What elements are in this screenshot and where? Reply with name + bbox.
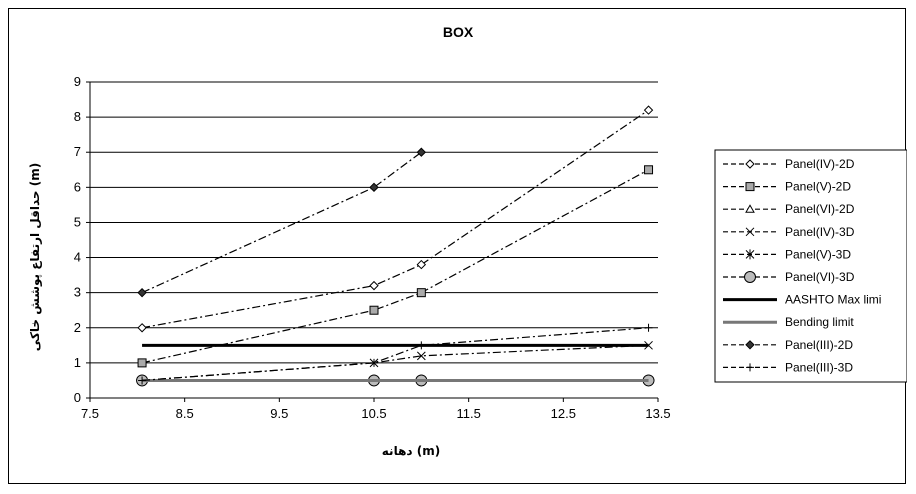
data-point-panel-iv-2d — [369, 280, 379, 291]
x-marker — [745, 227, 755, 237]
y-axis-label: حداقل ارتفاع پوشش خاکی (m) — [28, 163, 43, 351]
data-point-panel-v-2d — [369, 305, 379, 315]
diamond-marker — [416, 259, 427, 270]
square-marker — [416, 288, 426, 298]
legend-label: AASHTO Max limi — [785, 293, 881, 307]
legend-marker — [745, 227, 755, 237]
plus-marker — [417, 341, 426, 350]
x-axis-label: دهانه (m) — [382, 444, 440, 458]
x-tick-label: 13.5 — [645, 406, 670, 421]
diamond-marker — [416, 147, 427, 157]
diamond-marker — [643, 105, 654, 115]
data-point-panel-v-2d — [644, 165, 654, 175]
x-tick-label: 7.5 — [81, 406, 99, 421]
legend-marker — [745, 249, 755, 260]
y-tick-label: 8 — [74, 109, 81, 124]
series-line-panel-iii-2d — [141, 151, 422, 294]
data-point-panel-iii-2d — [137, 287, 147, 298]
series-line-panel-v-2d — [141, 169, 649, 364]
legend: Panel(IV)-2D Panel(V)-2D Panel(VI)-2D Panel… — [714, 149, 907, 383]
y-tick-label: 5 — [74, 214, 81, 229]
data-point-panel-iv-2d — [643, 105, 654, 115]
data-point-panel-iv-2d — [137, 323, 147, 333]
plus-marker — [138, 376, 147, 385]
y-tick-label: 2 — [74, 320, 81, 335]
legend-marker — [744, 271, 756, 283]
plot-area: 0 1 2 3 4 5 6 7 8 9 7.5 8.5 9.5 10.5 11.5 12.5 13.5 — [74, 74, 671, 421]
legend-marker — [745, 340, 755, 350]
square-marker — [644, 165, 654, 175]
diamond-marker — [137, 287, 147, 298]
x-tick-label: 11.5 — [456, 406, 480, 421]
legend-label: Panel(III)-3D — [785, 360, 853, 374]
y-tick-label: 9 — [74, 74, 81, 89]
data-point-panel-iii-3d — [138, 376, 147, 385]
legend-label: Panel(VI)-2D — [785, 202, 855, 216]
legend-label: Panel(IV)-2D — [785, 157, 855, 171]
asterisk-marker — [745, 249, 755, 260]
data-point-panel-iv-3d — [416, 351, 426, 361]
diamond-marker — [745, 159, 755, 169]
legend-marker — [745, 159, 755, 169]
plus-marker — [746, 363, 754, 372]
plus-marker — [644, 323, 653, 332]
data-point-panel-v-2d — [137, 358, 147, 368]
legend-label: Panel(V)-3D — [785, 247, 851, 261]
series-line-panel-iv-2d — [141, 109, 649, 329]
diamond-marker — [369, 182, 379, 193]
chart-title: BOX — [443, 24, 474, 40]
x-tick-label: 9.5 — [270, 406, 288, 421]
diamond-marker — [369, 280, 379, 291]
data-point-panel-iii-3d — [417, 341, 426, 350]
legend-marker — [746, 363, 754, 372]
data-point-panel-iv-2d — [416, 259, 427, 270]
data-point-panel-iii-3d — [644, 323, 653, 332]
legend-label: Panel(IV)-3D — [785, 225, 855, 239]
x-tick-label: 10.5 — [361, 406, 386, 421]
triangle-marker — [745, 204, 755, 213]
data-point-panel-iii-3d — [370, 358, 378, 367]
circle-marker — [744, 271, 756, 283]
x-tick-label: 8.5 — [176, 406, 194, 421]
legend-label: Panel(V)-2D — [785, 180, 851, 194]
diamond-marker — [137, 323, 147, 333]
chart-frame: BOX 0 1 2 3 4 5 6 7 8 9 7.5 8.5 9.5 10.5 11.5 12.5 13.5 … — [8, 8, 907, 484]
y-tick-label: 6 — [74, 179, 81, 194]
data-point-panel-iii-2d — [369, 182, 379, 193]
legend-marker — [745, 182, 755, 192]
series-line-panel-iii-3d — [142, 327, 649, 382]
y-tick-label: 3 — [74, 285, 81, 300]
square-marker — [137, 358, 147, 368]
x-tick-label: 12.5 — [551, 406, 576, 421]
legend-label: Panel(III)-2D — [785, 338, 853, 352]
y-tick-label: 4 — [74, 250, 81, 265]
y-tick-label: 7 — [74, 144, 81, 159]
legend-marker — [745, 204, 755, 213]
data-point-panel-v-2d — [416, 288, 426, 298]
plot-background — [90, 82, 658, 398]
square-marker — [745, 182, 755, 192]
y-tick-label: 0 — [74, 390, 81, 405]
plus-marker — [370, 358, 378, 367]
x-marker — [416, 351, 426, 361]
legend-label: Bending limit — [785, 315, 854, 329]
square-marker — [369, 305, 379, 315]
diamond-marker — [745, 340, 755, 350]
legend-label: Panel(VI)-3D — [785, 270, 855, 284]
data-point-panel-iii-2d — [416, 147, 427, 157]
y-tick-label: 1 — [74, 355, 81, 370]
